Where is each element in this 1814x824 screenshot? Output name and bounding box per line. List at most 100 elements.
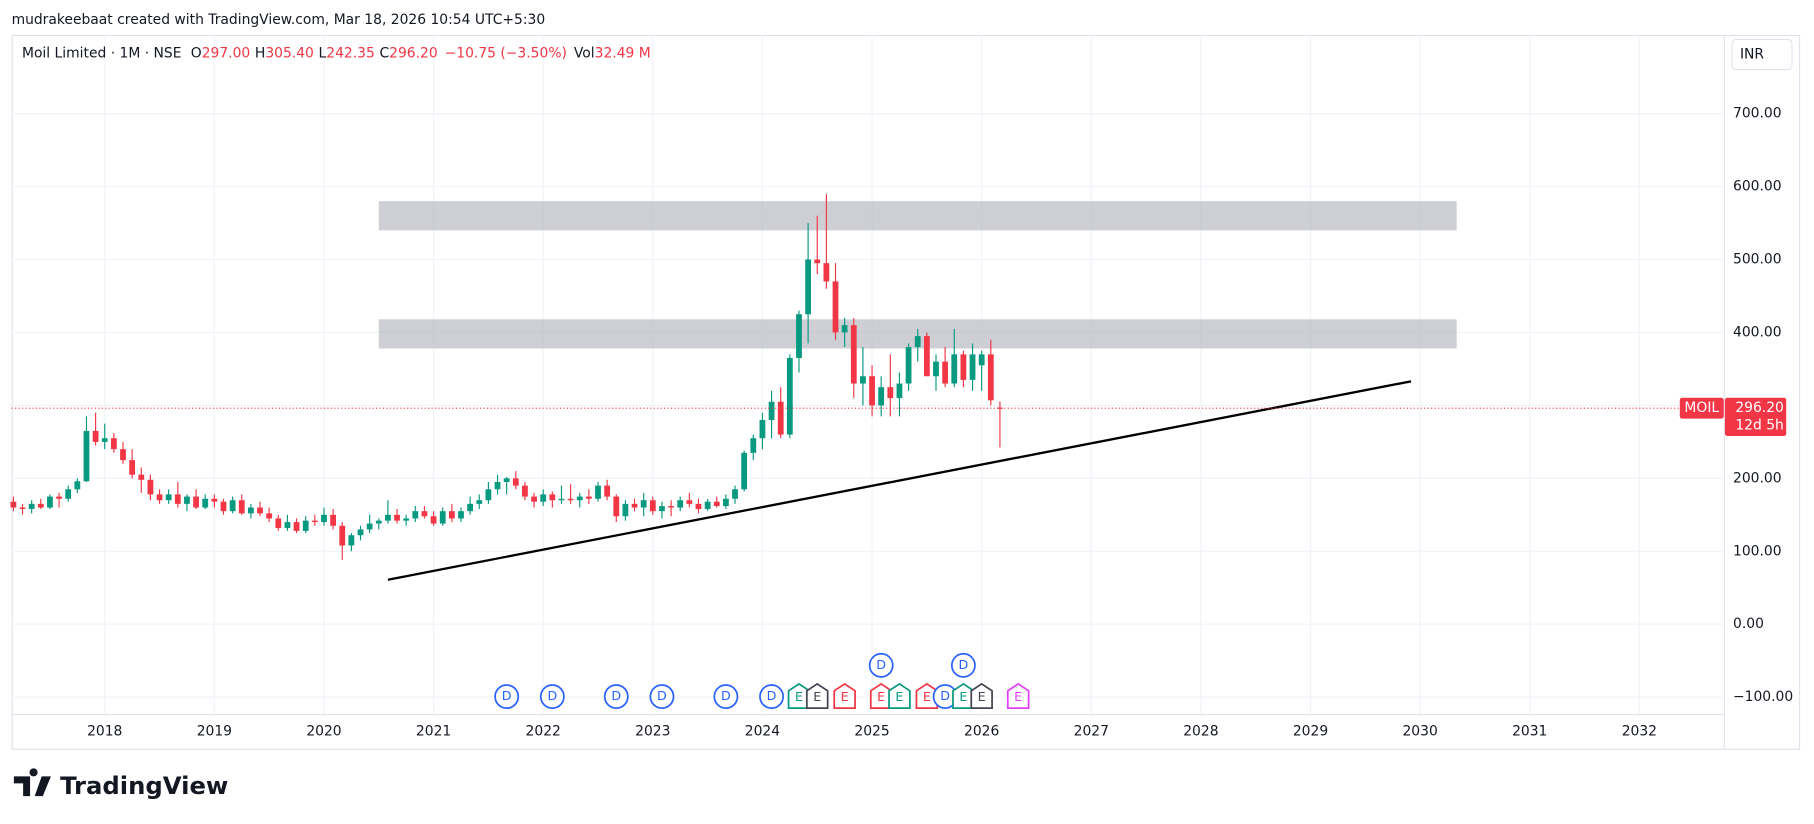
candle-body bbox=[366, 523, 373, 530]
event-label[interactable]: E bbox=[841, 689, 849, 704]
dividend-marker[interactable] bbox=[713, 684, 739, 710]
logo: TradingView bbox=[13, 768, 228, 800]
event-label[interactable]: E bbox=[1014, 689, 1022, 704]
candle-body bbox=[613, 496, 620, 517]
candle-body bbox=[768, 401, 775, 420]
event-label[interactable]: D bbox=[767, 688, 777, 703]
trend-line bbox=[387, 380, 1412, 581]
dividend-marker[interactable] bbox=[539, 684, 565, 710]
dividend-marker[interactable] bbox=[950, 652, 976, 678]
legend-line: Moil Limited · 1M · NSE O297.00 H305.40 L24… bbox=[22, 45, 651, 61]
candle-body bbox=[83, 430, 90, 482]
event-label[interactable]: E bbox=[895, 689, 903, 704]
drawings bbox=[378, 201, 1457, 581]
dividend-marker[interactable] bbox=[649, 684, 675, 710]
candle-body bbox=[659, 506, 665, 512]
candle-body bbox=[138, 474, 145, 480]
x-tick-label: 2024 bbox=[745, 723, 780, 739]
candle-body bbox=[522, 485, 528, 497]
zone bbox=[378, 201, 1457, 231]
event-label[interactable]: D bbox=[958, 657, 968, 672]
dividend-marker[interactable] bbox=[759, 684, 785, 710]
earnings-marker[interactable] bbox=[805, 682, 829, 710]
candle-body bbox=[120, 449, 126, 461]
candle-body bbox=[887, 387, 894, 399]
x-tick-label: 2018 bbox=[87, 723, 122, 739]
candle-body bbox=[28, 503, 35, 509]
candle-body bbox=[47, 496, 53, 508]
candle-body bbox=[531, 496, 537, 502]
candle-body bbox=[238, 500, 245, 514]
y-tick-label: 400.00 bbox=[1733, 324, 1782, 340]
candle-body bbox=[339, 525, 346, 546]
dividend-marker[interactable] bbox=[868, 652, 894, 678]
dividend-marker[interactable] bbox=[603, 684, 629, 710]
candle-body bbox=[732, 489, 738, 499]
symbol-label: MOIL bbox=[1684, 400, 1719, 416]
candle-body bbox=[421, 511, 428, 517]
x-tick-label: 2027 bbox=[1074, 723, 1109, 739]
ohlc-value: 242.35 bbox=[326, 45, 375, 61]
earnings-marker[interactable] bbox=[888, 682, 911, 710]
event-label[interactable]: D bbox=[611, 688, 621, 703]
candle-body bbox=[448, 511, 455, 519]
candle-body bbox=[649, 500, 656, 512]
candle-body bbox=[759, 419, 766, 439]
candle-body bbox=[302, 520, 309, 531]
candle-body bbox=[951, 354, 958, 384]
candle-body bbox=[631, 503, 638, 508]
candle-body bbox=[467, 503, 474, 512]
event-label[interactable]: E bbox=[959, 689, 967, 704]
x-tick-label: 2025 bbox=[854, 723, 889, 739]
symbol-badge bbox=[1679, 397, 1724, 419]
candle-body bbox=[229, 500, 236, 512]
candle-body bbox=[403, 518, 410, 521]
candle-body bbox=[430, 516, 437, 524]
ohlc-value: 296.20 bbox=[389, 45, 438, 61]
candle-body bbox=[311, 520, 318, 523]
x-tick-label: 2032 bbox=[1622, 723, 1657, 739]
volume-value: 32.49 M bbox=[595, 45, 651, 61]
event-label[interactable]: D bbox=[940, 688, 950, 703]
x-tick-label: 2028 bbox=[1183, 723, 1218, 739]
event-label[interactable]: D bbox=[876, 657, 886, 672]
event-label[interactable]: E bbox=[813, 689, 821, 704]
event-label[interactable]: E bbox=[795, 689, 803, 704]
candle-body bbox=[969, 354, 976, 380]
candle-body bbox=[604, 485, 611, 497]
earnings-marker[interactable] bbox=[833, 682, 856, 710]
event-label[interactable]: D bbox=[502, 688, 512, 703]
y-tick-label: 0.00 bbox=[1733, 616, 1764, 632]
candle-body bbox=[266, 513, 273, 519]
earnings-marker[interactable] bbox=[970, 682, 993, 710]
candle-body bbox=[713, 501, 720, 507]
candle-body bbox=[914, 336, 921, 348]
y-tick-label: 100.00 bbox=[1733, 543, 1782, 559]
event-label[interactable]: D bbox=[721, 688, 731, 703]
event-label[interactable]: E bbox=[877, 689, 885, 704]
candle-body bbox=[878, 387, 885, 406]
candle-body bbox=[869, 376, 875, 406]
candle-body bbox=[567, 498, 574, 501]
currency-button[interactable] bbox=[1731, 38, 1793, 71]
earnings-marker[interactable] bbox=[1006, 682, 1030, 710]
candle-body bbox=[850, 325, 857, 384]
event-label[interactable]: D bbox=[657, 688, 667, 703]
x-tick-label: 2026 bbox=[964, 723, 999, 739]
event-label[interactable]: E bbox=[978, 689, 986, 704]
candle-body bbox=[184, 496, 190, 504]
dividend-marker[interactable] bbox=[494, 684, 520, 710]
ohlc-key: O bbox=[191, 45, 202, 61]
x-tick-label: 2019 bbox=[197, 723, 232, 739]
event-label[interactable]: E bbox=[923, 689, 931, 704]
candle-body bbox=[357, 529, 364, 536]
event-label[interactable]: D bbox=[547, 688, 557, 703]
attribution: mudrakeebaat created with TradingView.co… bbox=[12, 12, 546, 28]
currency[interactable]: INR bbox=[1740, 47, 1764, 63]
candle-body bbox=[832, 281, 839, 333]
x-tick-label: 2030 bbox=[1402, 723, 1437, 739]
candle-body bbox=[220, 501, 227, 512]
ohlc-value: 297.00 bbox=[202, 45, 251, 61]
